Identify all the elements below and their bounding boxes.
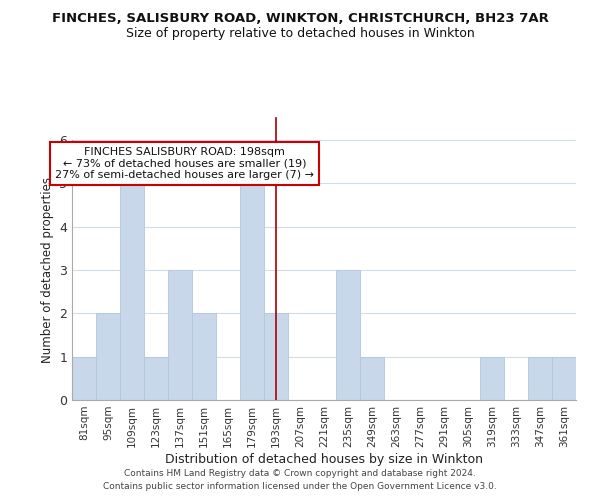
Text: Contains HM Land Registry data © Crown copyright and database right 2024.: Contains HM Land Registry data © Crown c… xyxy=(124,468,476,477)
Bar xyxy=(528,356,552,400)
Bar xyxy=(96,314,120,400)
Bar xyxy=(552,356,576,400)
Bar xyxy=(360,356,384,400)
Text: FINCHES, SALISBURY ROAD, WINKTON, CHRISTCHURCH, BH23 7AR: FINCHES, SALISBURY ROAD, WINKTON, CHRIST… xyxy=(52,12,548,26)
Bar xyxy=(192,314,216,400)
Text: FINCHES SALISBURY ROAD: 198sqm
← 73% of detached houses are smaller (19)
27% of : FINCHES SALISBURY ROAD: 198sqm ← 73% of … xyxy=(55,146,314,180)
Text: Size of property relative to detached houses in Winkton: Size of property relative to detached ho… xyxy=(125,28,475,40)
Bar xyxy=(72,356,96,400)
Text: Contains public sector information licensed under the Open Government Licence v3: Contains public sector information licen… xyxy=(103,482,497,491)
Bar xyxy=(480,356,504,400)
X-axis label: Distribution of detached houses by size in Winkton: Distribution of detached houses by size … xyxy=(165,452,483,466)
Bar xyxy=(240,184,264,400)
Bar xyxy=(144,356,168,400)
Bar xyxy=(336,270,360,400)
Bar xyxy=(168,270,192,400)
Bar xyxy=(264,314,288,400)
Bar xyxy=(120,184,144,400)
Y-axis label: Number of detached properties: Number of detached properties xyxy=(41,177,53,363)
